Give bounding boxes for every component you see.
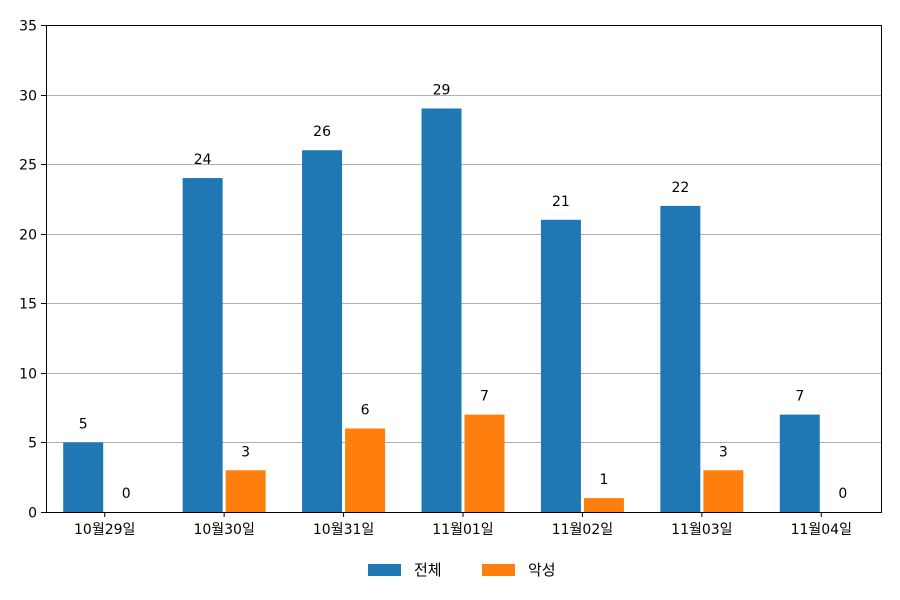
- x-tick-label: 10월29일: [74, 522, 135, 538]
- data-label: 1: [599, 472, 608, 488]
- x-axis: 10월29일 10월30일 10월31일 11월01일 11월02일 11월03일 11월0…: [74, 512, 852, 538]
- bar-total: [660, 205, 701, 512]
- data-label: 0: [838, 486, 847, 502]
- y-tick-label: 25: [19, 158, 37, 174]
- data-label: 7: [480, 389, 489, 405]
- data-label: 7: [795, 389, 804, 405]
- bar-malicious: [583, 498, 624, 512]
- bar-total: [302, 150, 343, 512]
- y-tick-label: 20: [19, 228, 37, 244]
- legend-swatch: [482, 564, 515, 576]
- x-tick-label: 10월30일: [193, 522, 254, 538]
- data-label: 26: [313, 124, 331, 140]
- y-tick-label: 5: [28, 436, 37, 452]
- y-tick-label: 30: [19, 89, 37, 105]
- bar-total: [63, 442, 104, 512]
- legend-label: 전체: [414, 561, 442, 579]
- bar-malicious: [703, 470, 744, 512]
- x-tick-label: 11월01일: [432, 522, 493, 538]
- data-label: 3: [241, 444, 250, 460]
- data-label: 5: [79, 416, 88, 432]
- data-label: 29: [433, 82, 451, 98]
- y-tick-label: 15: [19, 297, 37, 313]
- bar-malicious: [345, 428, 386, 512]
- y-axis: 0 5 10 15 20 25 30 35: [19, 19, 46, 522]
- x-tick-label: 11월02일: [552, 522, 613, 538]
- data-label: 24: [194, 152, 212, 168]
- plot-frame: [46, 25, 882, 513]
- y-tick-label: 35: [19, 19, 37, 35]
- bar-total: [421, 108, 462, 512]
- bar-malicious: [225, 470, 266, 512]
- legend: 전체 악성: [368, 561, 556, 579]
- legend-label: 악성: [528, 561, 556, 579]
- y-tick-label: 0: [28, 506, 37, 522]
- legend-swatch: [368, 564, 401, 576]
- bar-total: [182, 178, 223, 513]
- y-tick-label: 10: [19, 367, 37, 383]
- bar-malicious: [464, 414, 505, 512]
- bar-total: [540, 219, 581, 513]
- data-label: 22: [671, 180, 689, 196]
- y-grid: [46, 95, 882, 443]
- x-tick-label: 11월03일: [671, 522, 732, 538]
- data-label: 3: [719, 444, 728, 460]
- data-label: 6: [361, 403, 370, 419]
- data-labels: 5 0 24 3 26 6 29 7 21 1 22 3 7 0: [79, 82, 847, 502]
- x-tick-label: 10월31일: [313, 522, 374, 538]
- data-label: 0: [122, 486, 131, 502]
- x-tick-label: 11월04일: [791, 522, 852, 538]
- data-label: 21: [552, 194, 570, 210]
- bar-total: [779, 414, 820, 512]
- bars: [63, 108, 820, 513]
